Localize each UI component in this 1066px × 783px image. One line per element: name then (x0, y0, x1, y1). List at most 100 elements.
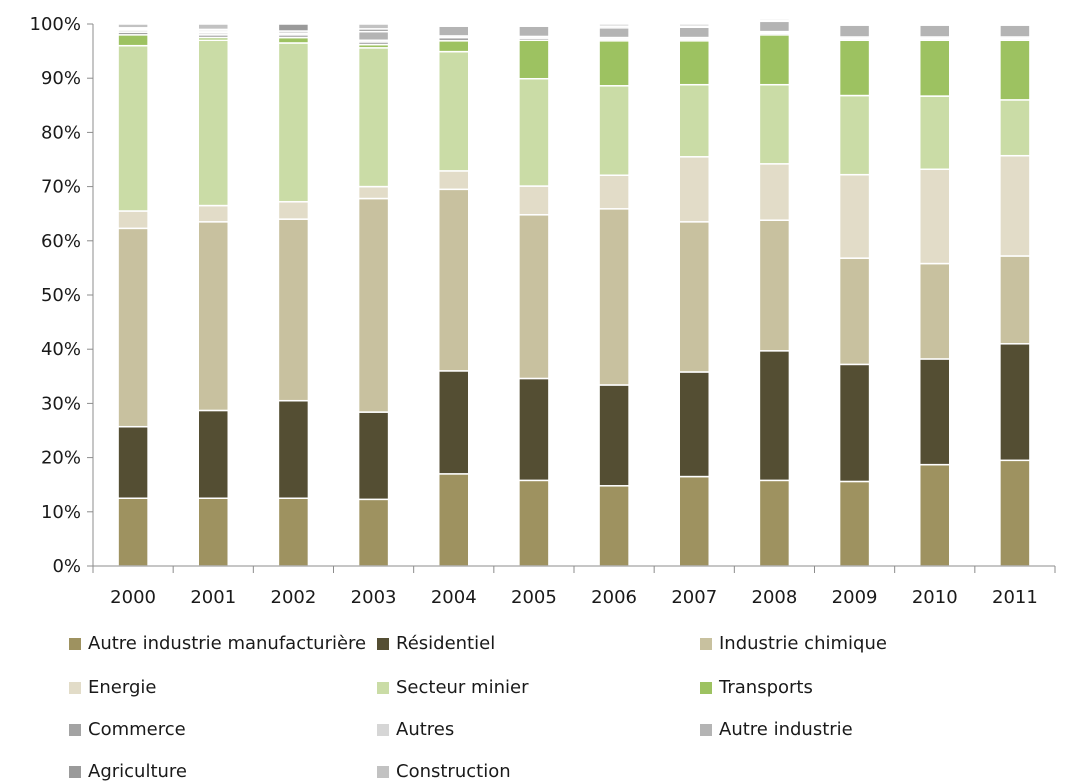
legend-label: Construction (396, 761, 511, 782)
bar-segment-2011-4 (999, 154, 1031, 257)
bar-segment-2003-4 (357, 185, 390, 200)
legend-item: Transports (700, 677, 813, 698)
x-tick-label: 2003 (351, 587, 397, 608)
legend-item: Autre industrie manufacturière (69, 633, 366, 654)
stacked-bar-chart: 0%10%20%30%40%50%60%70%80%90%100% 2000 20… (30, 14, 1056, 608)
bar-segment-2002-4 (277, 201, 310, 220)
bar-segment-2001-2 (197, 409, 229, 500)
bar-segment-2004-4 (438, 170, 470, 191)
legend-swatch (69, 723, 81, 736)
bar-segment-2000-4 (117, 210, 149, 230)
legend-label: Autre industrie (719, 719, 853, 740)
bar-segment-2003-3 (357, 197, 390, 413)
x-tick-label: 2011 (992, 587, 1038, 608)
legend-item: Construction (377, 761, 511, 782)
bar-segment-2007-5 (678, 83, 710, 158)
bar-segment-2006-9 (598, 27, 630, 39)
bar-segment-2003-11 (357, 23, 390, 30)
bar-segment-2010-10 (919, 23, 951, 26)
legend-label: Autres (396, 719, 455, 740)
bar-segment-2000-2 (117, 425, 149, 499)
bar-segment-2007-1 (678, 475, 710, 567)
bar-segment-2004-9 (438, 25, 470, 37)
bar-segment-2010-3 (919, 262, 951, 360)
legend-label: Autre industrie manufacturière (88, 633, 367, 654)
bar-segment-2008-4 (758, 163, 791, 221)
bar-segment-2006-6 (598, 40, 630, 87)
bar-segment-2005-3 (518, 214, 550, 380)
bars-group (117, 17, 1031, 567)
bar-segment-2003-9 (357, 30, 390, 42)
bar-segment-2000-1 (117, 497, 149, 567)
y-tick-label: 90% (41, 68, 81, 89)
legend-label: Energie (88, 677, 157, 698)
legend-label: Commerce (88, 719, 186, 740)
legend-item: Résidentiel (377, 633, 495, 654)
bar-segment-2002-1 (277, 497, 310, 567)
bar-segment-2010-4 (919, 168, 951, 265)
legend-item: Energie (69, 677, 156, 698)
x-tick-label: 2000 (110, 587, 156, 608)
bar-segment-2002-10 (277, 23, 310, 32)
bar-segment-2003-5 (357, 47, 390, 188)
bar-segment-2010-9 (919, 24, 951, 38)
bar-segment-2004-3 (438, 188, 470, 372)
bar-segment-2004-11 (438, 23, 470, 26)
legend-label: Transports (719, 677, 813, 698)
bar-segment-2006-3 (598, 208, 630, 386)
bar-segment-2010-5 (919, 95, 951, 171)
y-tick-label: 50% (41, 285, 81, 306)
y-tick-label: 0% (52, 556, 81, 577)
bar-segment-2009-1 (838, 480, 871, 567)
y-tick-label: 20% (41, 448, 81, 469)
bar-segment-2011-5 (999, 99, 1031, 157)
bar-segment-2009-9 (838, 24, 871, 38)
bar-segment-2008-11 (758, 17, 791, 21)
bar-segment-2002-3 (277, 218, 310, 402)
bar-segment-2006-4 (598, 174, 630, 210)
x-tick-label: 2004 (431, 587, 477, 608)
bar-segment-2007-3 (678, 221, 710, 373)
bar-segment-2004-1 (438, 473, 470, 567)
x-axis: 2000 2001 2002 2003 2004 2005 2006 2007 2008 2009… (92, 565, 1056, 608)
legend-swatch (700, 723, 712, 736)
bar-segment-2010-6 (919, 39, 951, 97)
legend-swatch (377, 765, 389, 778)
legend-swatch (377, 681, 389, 694)
bar-segment-2011-2 (999, 343, 1031, 462)
y-tick-label: 100% (30, 14, 81, 35)
x-tick-label: 2006 (591, 587, 637, 608)
bar-segment-2009-2 (838, 363, 871, 483)
x-tick-label: 2010 (912, 587, 958, 608)
bar-segment-2004-6 (438, 40, 470, 53)
legend-swatch (69, 637, 81, 650)
bar-segment-2011-6 (999, 39, 1031, 101)
bar-segment-2002-2 (277, 399, 310, 499)
legend-item: Secteur minier (377, 677, 528, 698)
legend-item: Autre industrie (700, 719, 853, 740)
y-tick-label: 70% (41, 177, 81, 198)
bar-segment-2002-5 (277, 42, 310, 203)
bar-segment-2008-1 (758, 479, 791, 567)
legend-item: Autres (377, 719, 454, 740)
bar-segment-2001-5 (197, 39, 229, 207)
bar-segment-2010-2 (919, 358, 951, 466)
legend-swatch (69, 681, 81, 694)
y-tick-label: 10% (41, 502, 81, 523)
bar-segment-2000-5 (117, 44, 149, 212)
bar-segment-2009-5 (838, 94, 871, 176)
y-tick-label: 60% (41, 231, 81, 252)
bar-segment-2008-6 (758, 34, 791, 86)
bar-segment-2005-1 (518, 479, 550, 567)
bar-segment-2000-11 (117, 23, 149, 29)
bar-segment-2000-3 (117, 227, 149, 428)
x-tick-label: 2009 (832, 587, 878, 608)
bar-segment-2007-6 (678, 40, 710, 86)
legend-item: Agriculture (69, 761, 187, 782)
legend-swatch (377, 637, 389, 650)
bar-segment-2006-11 (598, 23, 630, 27)
legend-item: Commerce (69, 719, 186, 740)
bar-segment-2008-9 (758, 20, 791, 33)
y-axis: 0% 10% 20% 30% 40% 50% 60% 70% 80% 90% 100% (30, 14, 94, 577)
bar-segment-2005-6 (518, 39, 550, 80)
